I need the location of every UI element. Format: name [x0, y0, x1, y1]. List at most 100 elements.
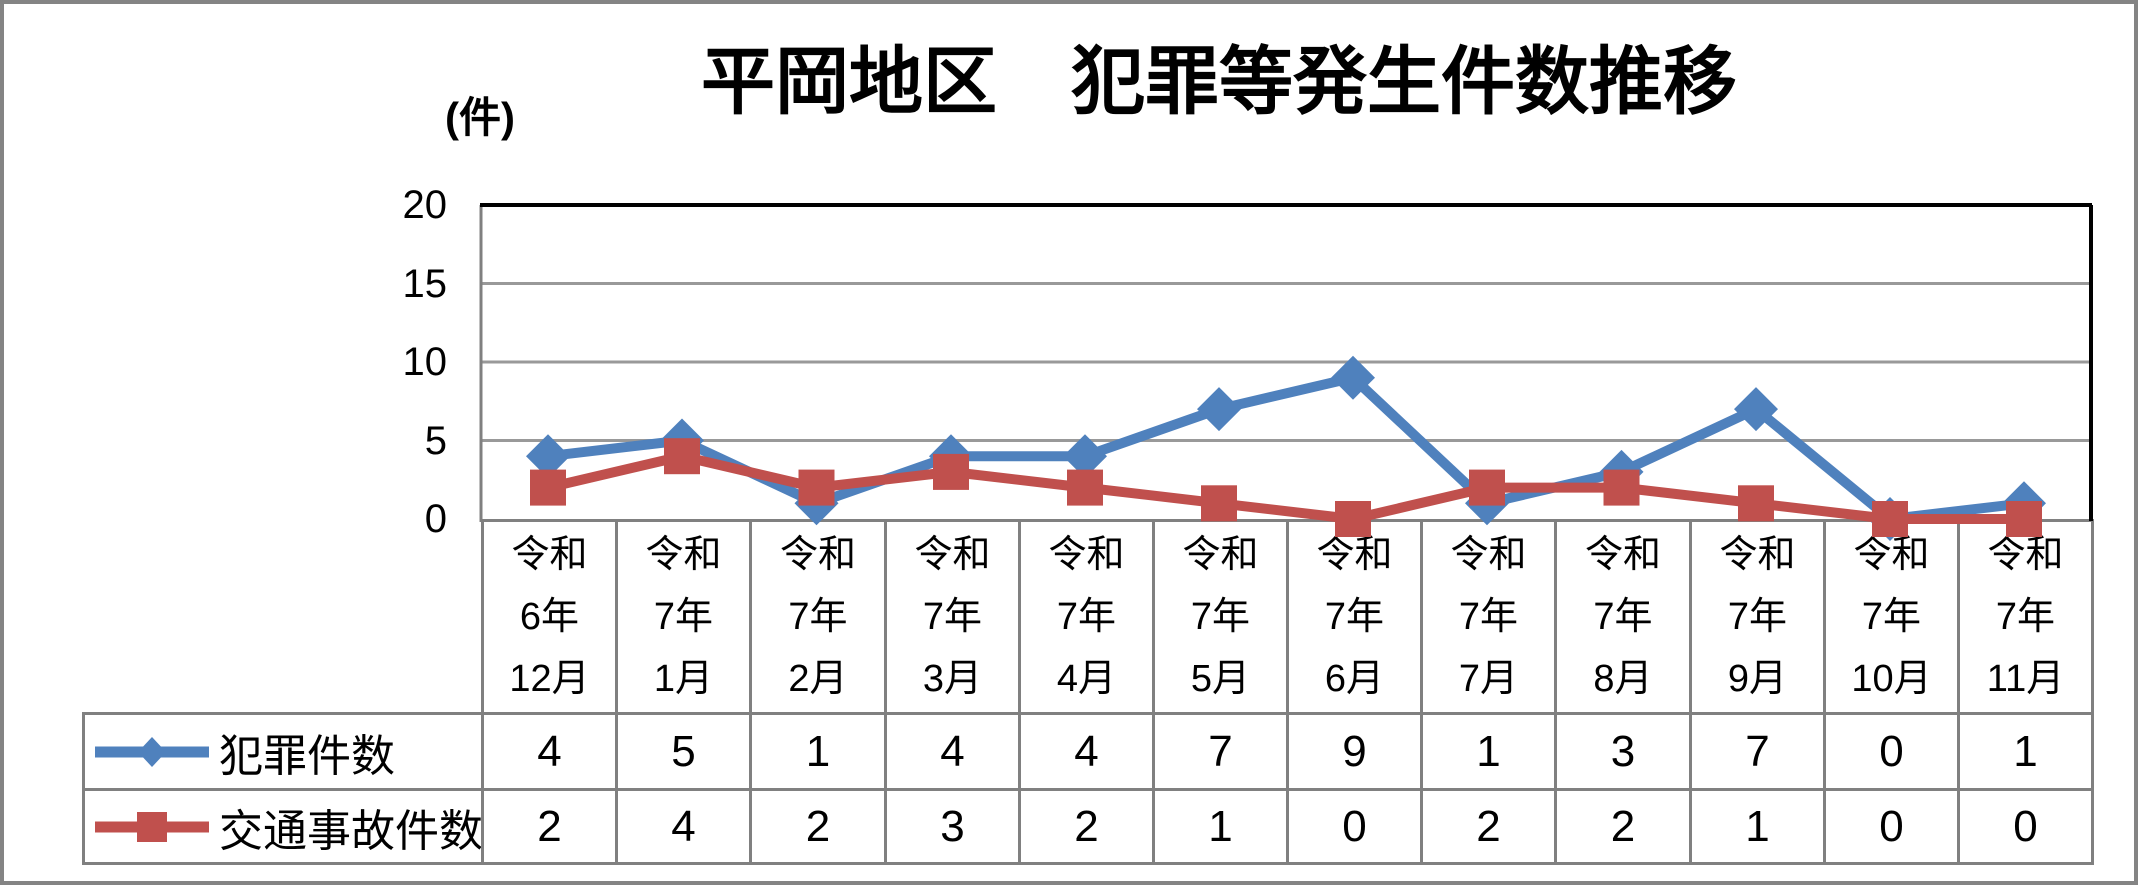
table-value: 0 [2013, 801, 2038, 851]
table-value: 2 [1476, 801, 1501, 851]
data-point-square [530, 469, 566, 506]
category-label-line: 7年 [1727, 596, 1788, 638]
table-value-cell: 3 [1554, 712, 1692, 791]
table-value-cell: 4 [1018, 712, 1155, 791]
table-value-cell: 1 [1420, 712, 1557, 791]
category-label-line: 7年 [922, 596, 983, 638]
data-point-diamond [526, 434, 570, 479]
series-line [543, 372, 2029, 524]
table-value-cell: 5 [615, 712, 752, 791]
category-label-line: 6月 [1324, 658, 1385, 700]
table-value-cell: 3 [884, 788, 1021, 865]
y-axis-tick-label: 20 [402, 183, 448, 227]
category-label-line: 10月 [1851, 658, 1932, 700]
category-label-line: 令和 [1584, 534, 1661, 576]
y-axis-tick-label: 10 [402, 340, 448, 384]
category-label-line: 令和 [1048, 534, 1125, 576]
table-value: 2 [805, 801, 831, 851]
category-label-line: 7年 [653, 596, 714, 638]
series-line [543, 451, 2029, 524]
category-label-line: 7年 [1190, 596, 1251, 638]
table-value-cell: 7 [1689, 712, 1826, 791]
y-axis-tick-label: 15 [402, 261, 448, 306]
category-label-cell: 令和 6年 12月 [481, 519, 618, 715]
table-value: 1 [1476, 726, 1501, 776]
category-label-line: 1月 [653, 658, 714, 700]
category-label-line: 7年 [1056, 596, 1117, 638]
category-label-line: 7年 [1995, 596, 2056, 638]
data-point-diamond [1063, 434, 1107, 479]
category-label-line: 7月 [1458, 658, 1519, 700]
table-value: 4 [1074, 726, 1099, 776]
legend-key-square-icon [95, 811, 209, 842]
table-value: 2 [537, 801, 562, 851]
legend-cell-accident: 交通事故件数 [82, 788, 484, 865]
legend-cell-crime: 犯罪件数 [82, 712, 484, 791]
table-value: 4 [537, 726, 562, 776]
category-label-line: 4月 [1056, 658, 1117, 700]
table-value-cell: 1 [749, 712, 887, 791]
y-axis-unit-label: (件) [445, 94, 515, 141]
table-value-cell: 1 [1152, 788, 1289, 865]
table-value-cell: 4 [884, 712, 1021, 791]
data-point-square [1469, 469, 1505, 506]
series-name: 犯罪件数 [219, 731, 395, 781]
table-value: 2 [1610, 801, 1636, 851]
data-point-square [798, 469, 835, 506]
category-label-line: 令和 [1316, 534, 1393, 576]
data-point-diamond [1599, 449, 1644, 494]
y-axis-tick-label: 0 [424, 497, 447, 541]
data-point-square [1738, 485, 1774, 522]
table-value-cell: 2 [1554, 788, 1692, 865]
category-label-line: 令和 [645, 534, 722, 576]
category-label-line: 7年 [1593, 596, 1653, 638]
table-value: 0 [1879, 726, 1904, 776]
data-point-diamond [1197, 387, 1241, 432]
category-label-line: 7年 [1458, 596, 1519, 638]
table-value-cell: 9 [1286, 712, 1423, 791]
category-label-line: 令和 [914, 534, 991, 576]
category-label-line: 7年 [1861, 596, 1922, 638]
table-value-cell: 2 [1420, 788, 1557, 865]
category-label-line: 令和 [1450, 534, 1527, 576]
table-value-cell: 4 [481, 712, 618, 791]
table-value-cell: 0 [1286, 788, 1423, 865]
data-point-diamond [1331, 355, 1375, 400]
table-value-cell: 2 [749, 788, 887, 865]
category-label-cell: 令和 7年 11月 [1957, 519, 2094, 715]
category-label-line: 7年 [788, 596, 848, 638]
category-label-line: 令和 [779, 534, 856, 576]
category-label-line: 令和 [1987, 534, 2064, 576]
table-value: 3 [940, 801, 965, 851]
series-name: 交通事故件数 [219, 806, 483, 856]
table-value: 4 [940, 726, 965, 776]
table-value-cell: 0 [1957, 788, 2094, 865]
table-value: 0 [1879, 801, 1904, 851]
table-value: 1 [1208, 801, 1233, 851]
table-value: 1 [1745, 801, 1770, 851]
table-value-cell: 1 [1689, 788, 1826, 865]
category-label-line: 5月 [1190, 658, 1251, 700]
category-label-line: 3月 [922, 658, 983, 700]
table-value-cell: 2 [481, 788, 618, 865]
category-label-cell: 令和 7年 7月 [1420, 519, 1557, 715]
data-point-diamond [929, 434, 973, 479]
table-value: 1 [805, 726, 831, 776]
category-label-cell: 令和 7年 2月 [749, 519, 887, 715]
table-value: 3 [1610, 726, 1636, 776]
table-value: 4 [671, 801, 696, 851]
data-point-square [1067, 469, 1103, 506]
chart-title: 平岡地区 犯罪等発生件数推移 [701, 40, 1737, 123]
category-label-line: 6年 [519, 596, 580, 638]
table-value: 2 [1074, 801, 1099, 851]
data-point-diamond [1734, 387, 1778, 432]
category-label-line: 8月 [1593, 658, 1653, 700]
table-value: 5 [671, 726, 696, 776]
category-label-cell: 令和 7年 9月 [1689, 519, 1826, 715]
table-value-cell: 0 [1823, 788, 1960, 865]
data-point-square [933, 453, 969, 490]
category-label-cell: 令和 7年 5月 [1152, 519, 1289, 715]
category-label-line: 令和 [511, 534, 588, 576]
data-point-diamond [660, 418, 704, 463]
table-value-cell: 4 [615, 788, 752, 865]
